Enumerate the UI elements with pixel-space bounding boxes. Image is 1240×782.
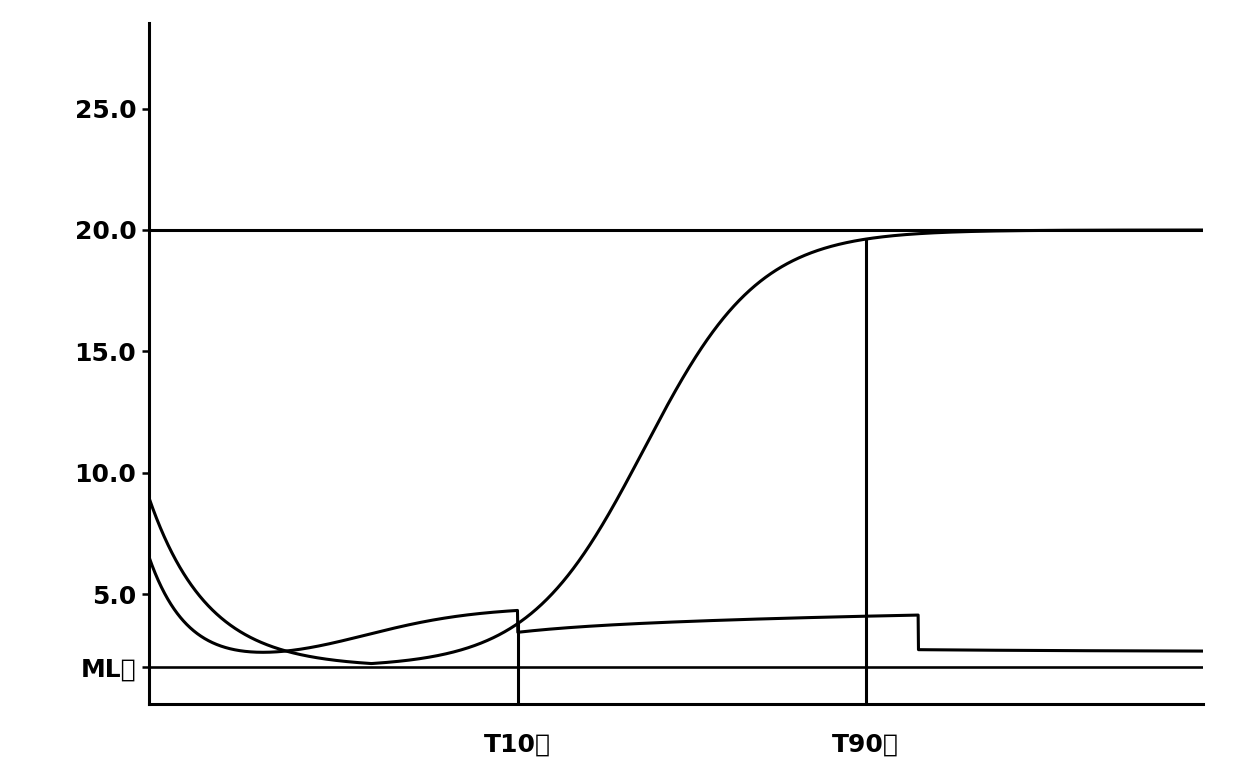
Text: T90値: T90値: [832, 733, 899, 757]
Text: T10値: T10値: [484, 733, 552, 757]
